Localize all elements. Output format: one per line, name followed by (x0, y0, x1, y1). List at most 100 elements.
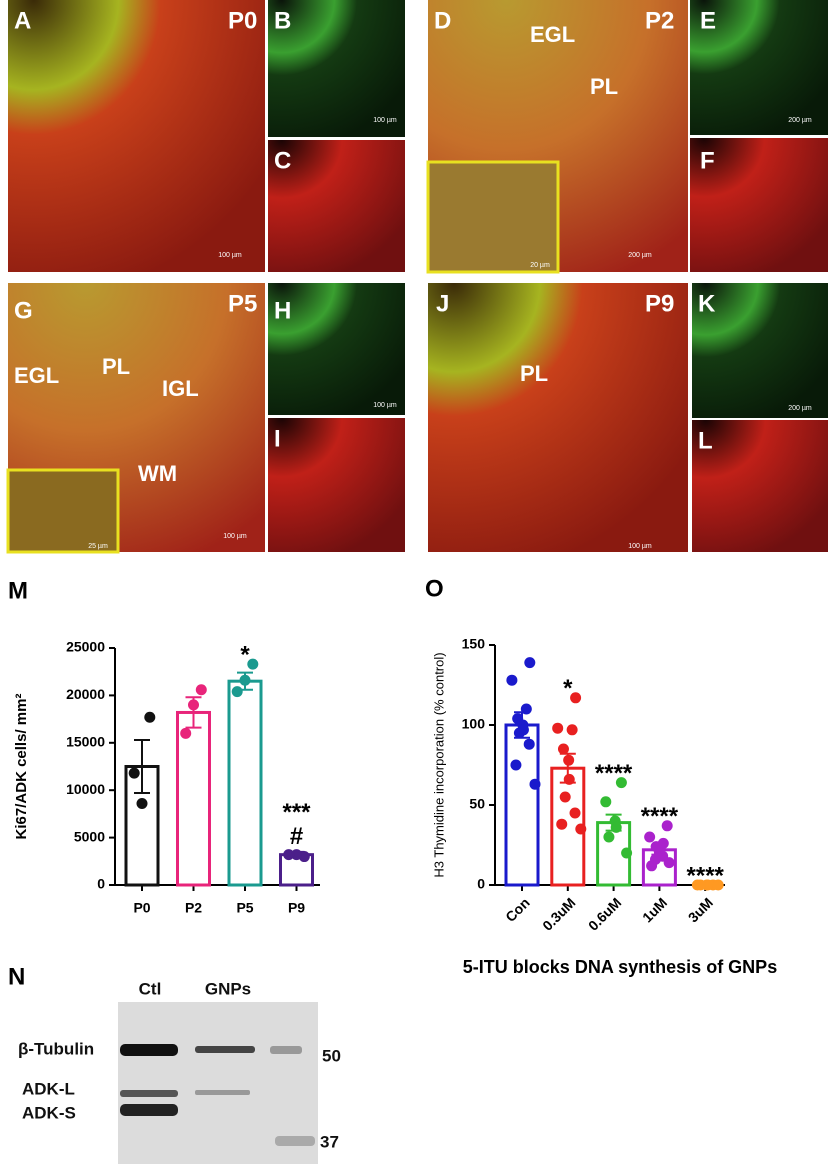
data-point (231, 686, 243, 698)
region: WM (138, 461, 177, 486)
data-point (570, 692, 582, 704)
significance: **** (687, 862, 725, 889)
data-point (621, 847, 633, 859)
data-point (506, 674, 518, 686)
image (690, 138, 828, 272)
panel-letter: K (698, 290, 716, 317)
scale-bar: 100 µm (223, 533, 247, 540)
scale-bar: 100 µm (628, 543, 652, 550)
data-point (557, 743, 569, 755)
bar (176, 710, 211, 887)
bar (504, 723, 540, 887)
data-point (603, 831, 615, 843)
inset (6, 468, 120, 554)
data-point (524, 657, 536, 669)
region: IGL (162, 376, 199, 401)
lane-label: GNPs (205, 979, 251, 998)
marker-label: 50 (322, 1046, 341, 1065)
data-point (195, 684, 207, 696)
data-point (513, 727, 525, 739)
stage: P0 (228, 7, 257, 34)
data-point (510, 759, 522, 771)
significance: * (563, 675, 573, 702)
data-point (663, 857, 675, 869)
band (120, 1044, 178, 1056)
x-tick-label: 3uM (685, 894, 716, 925)
data-point (559, 791, 571, 803)
data-point (600, 796, 612, 808)
data-point (644, 831, 656, 843)
scale-bar: 20 µm (530, 262, 550, 269)
band (195, 1046, 255, 1053)
data-point (136, 797, 148, 809)
data-point (563, 773, 575, 785)
region: EGL (14, 363, 59, 388)
data-point (529, 778, 541, 790)
panel-letter: C (274, 147, 291, 174)
data-point (661, 820, 673, 832)
data-point (566, 724, 578, 736)
x-tick-label: P9 (288, 900, 305, 916)
data-point (144, 711, 156, 723)
panel-letter: G (14, 297, 33, 324)
scale-bar: 25 µm (88, 543, 108, 550)
significance: *** (282, 799, 311, 826)
y-tick-label: 0 (97, 876, 105, 892)
data-point (610, 821, 622, 833)
panel-letter: F (700, 147, 715, 174)
data-point (520, 703, 532, 715)
scale-bar: 100 µm (373, 117, 397, 124)
data-point (575, 823, 587, 835)
x-tick-label: P5 (236, 900, 253, 916)
scale-bar: 100 µm (373, 402, 397, 409)
data-point (247, 658, 259, 670)
panel-letter: E (700, 7, 716, 34)
y-tick-label: 50 (469, 796, 485, 812)
region: PL (102, 354, 130, 379)
significance: **** (641, 803, 679, 830)
western-blot: N Ctl GNPs β-Tubulin ADK-L ADK-S 50 37 (8, 963, 341, 1164)
marker-label: 37 (320, 1132, 339, 1151)
data-point (556, 818, 568, 830)
image (268, 283, 405, 415)
region: PL (520, 361, 548, 386)
panel-letter: I (274, 425, 281, 452)
data-point (188, 699, 199, 711)
band (120, 1104, 178, 1116)
error-bar (134, 738, 150, 795)
y-tick-label: 0 (477, 876, 485, 892)
x-axis-label: 5-ITU blocks DNA synthesis of GNPs (463, 957, 777, 977)
y-tick-label: 10000 (66, 781, 105, 797)
image (8, 0, 265, 272)
data-point (615, 777, 627, 789)
scale-bar: 200 µm (628, 252, 652, 259)
stage: P5 (228, 290, 257, 317)
y-tick-label: 20000 (66, 686, 105, 702)
y-axis-label: Ki67/ADK cells/ mm² (13, 694, 30, 840)
significance: * (240, 641, 250, 668)
panel-letter: O (425, 575, 444, 602)
image (692, 283, 828, 418)
stage: P9 (645, 290, 674, 317)
y-tick-label: 15000 (66, 734, 105, 750)
panel-letter: L (698, 427, 713, 454)
scale-bar: 200 µm (788, 405, 812, 412)
image (268, 0, 405, 137)
band-label: ADK-S (22, 1103, 76, 1122)
micrographs: A P0 100 µm B 100 µm C D P2 EGL PL 200 µ… (6, 0, 828, 554)
x-tick-label: P0 (133, 900, 150, 916)
panel-letter: N (8, 963, 25, 990)
band-label: ADK-L (22, 1079, 75, 1098)
image (268, 140, 405, 272)
stage: P2 (645, 7, 674, 34)
data-point (552, 722, 564, 734)
panel-letter: H (274, 297, 291, 324)
panel-letter: A (14, 7, 31, 34)
y-tick-label: 100 (462, 716, 486, 732)
band (270, 1046, 302, 1054)
significance: # (290, 823, 303, 850)
y-tick-label: 5000 (74, 828, 105, 844)
x-tick-label: 1uM (639, 894, 670, 925)
x-tick-label: P2 (185, 900, 202, 916)
x-tick-label: 0.6uM (585, 894, 624, 933)
